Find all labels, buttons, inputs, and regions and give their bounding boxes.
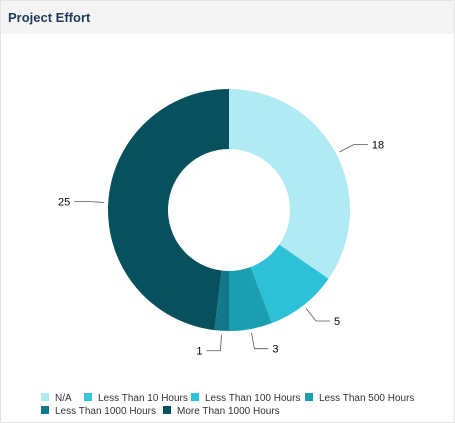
leader-line xyxy=(305,308,330,322)
donut-slice-more-than-1000-hours[interactable] xyxy=(108,89,229,331)
panel-header: Project Effort xyxy=(1,1,454,34)
donut-slice-n-a[interactable] xyxy=(229,89,350,279)
leader-line xyxy=(206,334,222,352)
legend-label: More Than 1000 Hours xyxy=(177,406,280,417)
data-label: 3 xyxy=(272,344,278,356)
legend-label: Less Than 1000 Hours xyxy=(55,406,156,417)
legend-item[interactable]: Less Than 500 Hours xyxy=(305,392,414,405)
legend-item[interactable]: Less Than 100 Hours xyxy=(191,392,300,405)
data-label: 18 xyxy=(372,139,384,151)
chart-legend: N/A Less Than 10 Hours Less Than 100 Hours… xyxy=(41,392,441,418)
donut-slice-less-than-100-hours[interactable] xyxy=(250,244,329,324)
donut-chart: 18 5 3 1 25 xyxy=(58,89,384,358)
leader-line xyxy=(74,201,105,203)
legend-item[interactable]: Less Than 10 Hours xyxy=(84,392,188,405)
legend-item[interactable]: N/A xyxy=(41,392,72,405)
legend-label: Less Than 500 Hours xyxy=(319,393,415,404)
legend-swatch xyxy=(84,393,92,402)
leader-line xyxy=(251,332,269,350)
legend-item[interactable]: Less Than 1000 Hours xyxy=(41,405,156,418)
legend-row: N/A Less Than 10 Hours Less Than 100 Hours… xyxy=(41,392,441,405)
legend-swatch xyxy=(191,393,199,402)
legend-item[interactable]: More Than 1000 Hours xyxy=(163,405,280,418)
leader-line xyxy=(339,144,368,153)
donut-slice-less-than-1000-hours[interactable] xyxy=(214,270,229,331)
legend-swatch xyxy=(41,393,49,402)
legend-label: N/A xyxy=(55,393,72,404)
donut-slice-less-than-500-hours[interactable] xyxy=(229,267,272,331)
panel-title: Project Effort xyxy=(8,10,91,25)
legend-row: Less Than 1000 Hours More Than 1000 Hours xyxy=(41,405,441,418)
legend-label: Less Than 10 Hours xyxy=(98,393,188,404)
data-label: 25 xyxy=(58,196,70,208)
legend-label: Less Than 100 Hours xyxy=(205,393,301,404)
legend-swatch xyxy=(163,406,171,415)
legend-swatch xyxy=(305,393,313,402)
data-label: 5 xyxy=(334,316,340,328)
data-label: 1 xyxy=(196,346,202,358)
legend-swatch xyxy=(41,406,49,415)
